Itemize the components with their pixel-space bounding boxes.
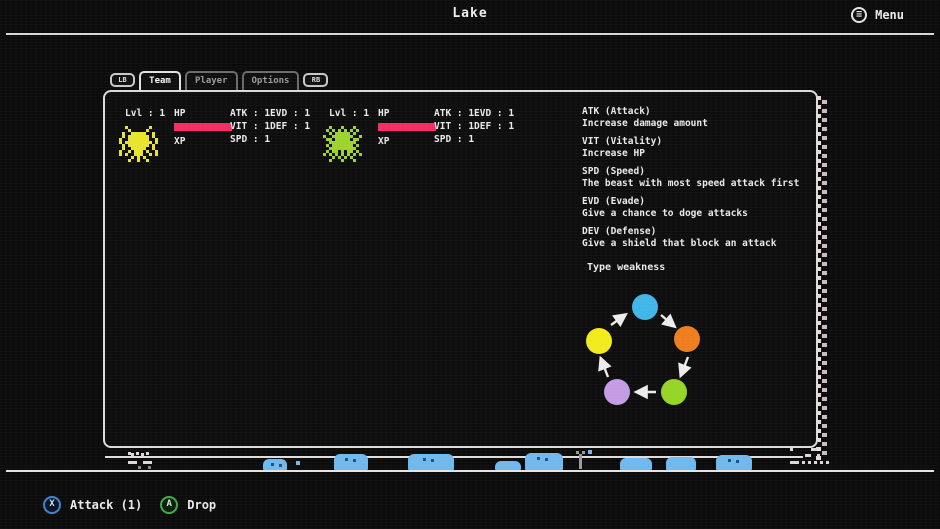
menu-button[interactable]: ≡ Menu	[851, 7, 904, 23]
spider-beast-sprite	[119, 126, 159, 163]
help-title: EVD (Evade)	[582, 196, 645, 207]
ground-line-upper	[105, 456, 803, 458]
stat-spd: SPD : 1	[434, 134, 475, 145]
water-dot	[588, 450, 592, 454]
stat-def: DEF : 1	[474, 121, 515, 132]
tab-player[interactable]: Player	[185, 71, 238, 90]
beast-level: Lvl : 1	[125, 108, 166, 119]
pixel-cluster-right	[790, 448, 793, 451]
rb-bumper-icon: RB	[303, 73, 329, 87]
top-separator	[6, 33, 934, 35]
cycle-arrow-orange-to-green	[678, 356, 692, 379]
help-title: VIT (Vitality)	[582, 136, 663, 147]
type-node-cyan	[632, 294, 658, 320]
drop-action[interactable]: A Drop	[160, 495, 217, 514]
hp-bar	[174, 123, 232, 131]
xp-label: XP	[174, 136, 186, 147]
help-desc: Increase damage amount	[582, 118, 708, 129]
type-node-purple	[604, 379, 630, 405]
cycle-arrow-yellow-to-cyan	[610, 312, 628, 328]
stat-vit: VIT : 1	[230, 121, 271, 132]
tab-options[interactable]: Options	[241, 71, 300, 90]
ground-line-lower	[6, 470, 934, 472]
stat-def: DEF : 1	[270, 121, 311, 132]
help-desc: Give a shield that block an attack	[582, 238, 777, 249]
lb-bumper-icon: LB	[110, 73, 135, 87]
help-title: DEV (Defense)	[582, 226, 657, 237]
dashed-strip	[816, 96, 827, 460]
team-panel: Lvl : 1 HP XP ATK : 1 VIT : 1 SPD : 1 EV…	[103, 90, 818, 448]
stat-evd: EVD : 1	[270, 108, 311, 119]
water-blob	[525, 453, 563, 470]
type-node-yellow	[586, 328, 612, 354]
water-blob	[334, 454, 368, 470]
stat-atk: ATK : 1	[434, 108, 475, 119]
help-title: ATK (Attack)	[582, 106, 651, 117]
water-blob	[263, 459, 287, 470]
water-blob	[666, 457, 696, 470]
xp-label: XP	[378, 136, 390, 147]
tab-bar: LB Team Player Options RB	[110, 71, 329, 90]
water-blob	[620, 458, 652, 470]
stat-vit: VIT : 1	[434, 121, 475, 132]
location-title: Lake	[452, 6, 488, 21]
type-node-green	[661, 379, 687, 405]
water-dot	[296, 461, 300, 465]
attack-label: Attack (1)	[70, 497, 143, 512]
help-desc: Increase HP	[582, 148, 645, 159]
beast-card-2[interactable]: Lvl : 1 HP XP ATK : 1 VIT : 1 SPD : 1 EV…	[323, 106, 519, 182]
cycle-arrow-purple-to-yellow	[598, 355, 612, 378]
type-node-orange	[674, 326, 700, 352]
stat-atk: ATK : 1	[230, 108, 271, 119]
water-blob	[408, 454, 454, 470]
tab-team[interactable]: Team	[139, 71, 181, 90]
stat-spd: SPD : 1	[230, 134, 271, 145]
beast-card-1[interactable]: Lvl : 1 HP XP ATK : 1 VIT : 1 SPD : 1 EV…	[119, 106, 315, 182]
plant-beast-sprite	[323, 126, 363, 163]
help-desc: The beast with most speed attack first	[582, 178, 800, 189]
a-button-icon: A	[160, 495, 179, 514]
menu-icon: ≡	[851, 7, 868, 23]
hp-bar	[378, 123, 436, 131]
hp-label: HP	[378, 108, 390, 119]
x-button-icon: X	[43, 495, 61, 514]
type-weakness-label: Type weakness	[587, 262, 666, 273]
action-hud: X Attack (1) A Drop	[0, 480, 940, 529]
attack-action[interactable]: X Attack (1)	[43, 495, 143, 514]
type-weakness-diagram	[586, 294, 700, 405]
hp-label: HP	[174, 108, 186, 119]
water-blob	[495, 461, 521, 470]
cycle-arrow-cyan-to-orange	[660, 313, 677, 329]
stat-evd: EVD : 1	[474, 108, 515, 119]
menu-label: Menu	[875, 8, 904, 22]
help-title: SPD (Speed)	[582, 166, 645, 177]
drop-label: Drop	[187, 497, 217, 512]
help-desc: Give a chance to doge attacks	[582, 208, 748, 219]
water-blob	[716, 455, 752, 470]
beast-level: Lvl : 1	[329, 108, 370, 119]
pixel-cluster-left	[128, 452, 131, 455]
stat-help-section: ATK (Attack) Increase damage amount VIT (…	[582, 106, 820, 256]
tree-sprite	[579, 466, 582, 469]
